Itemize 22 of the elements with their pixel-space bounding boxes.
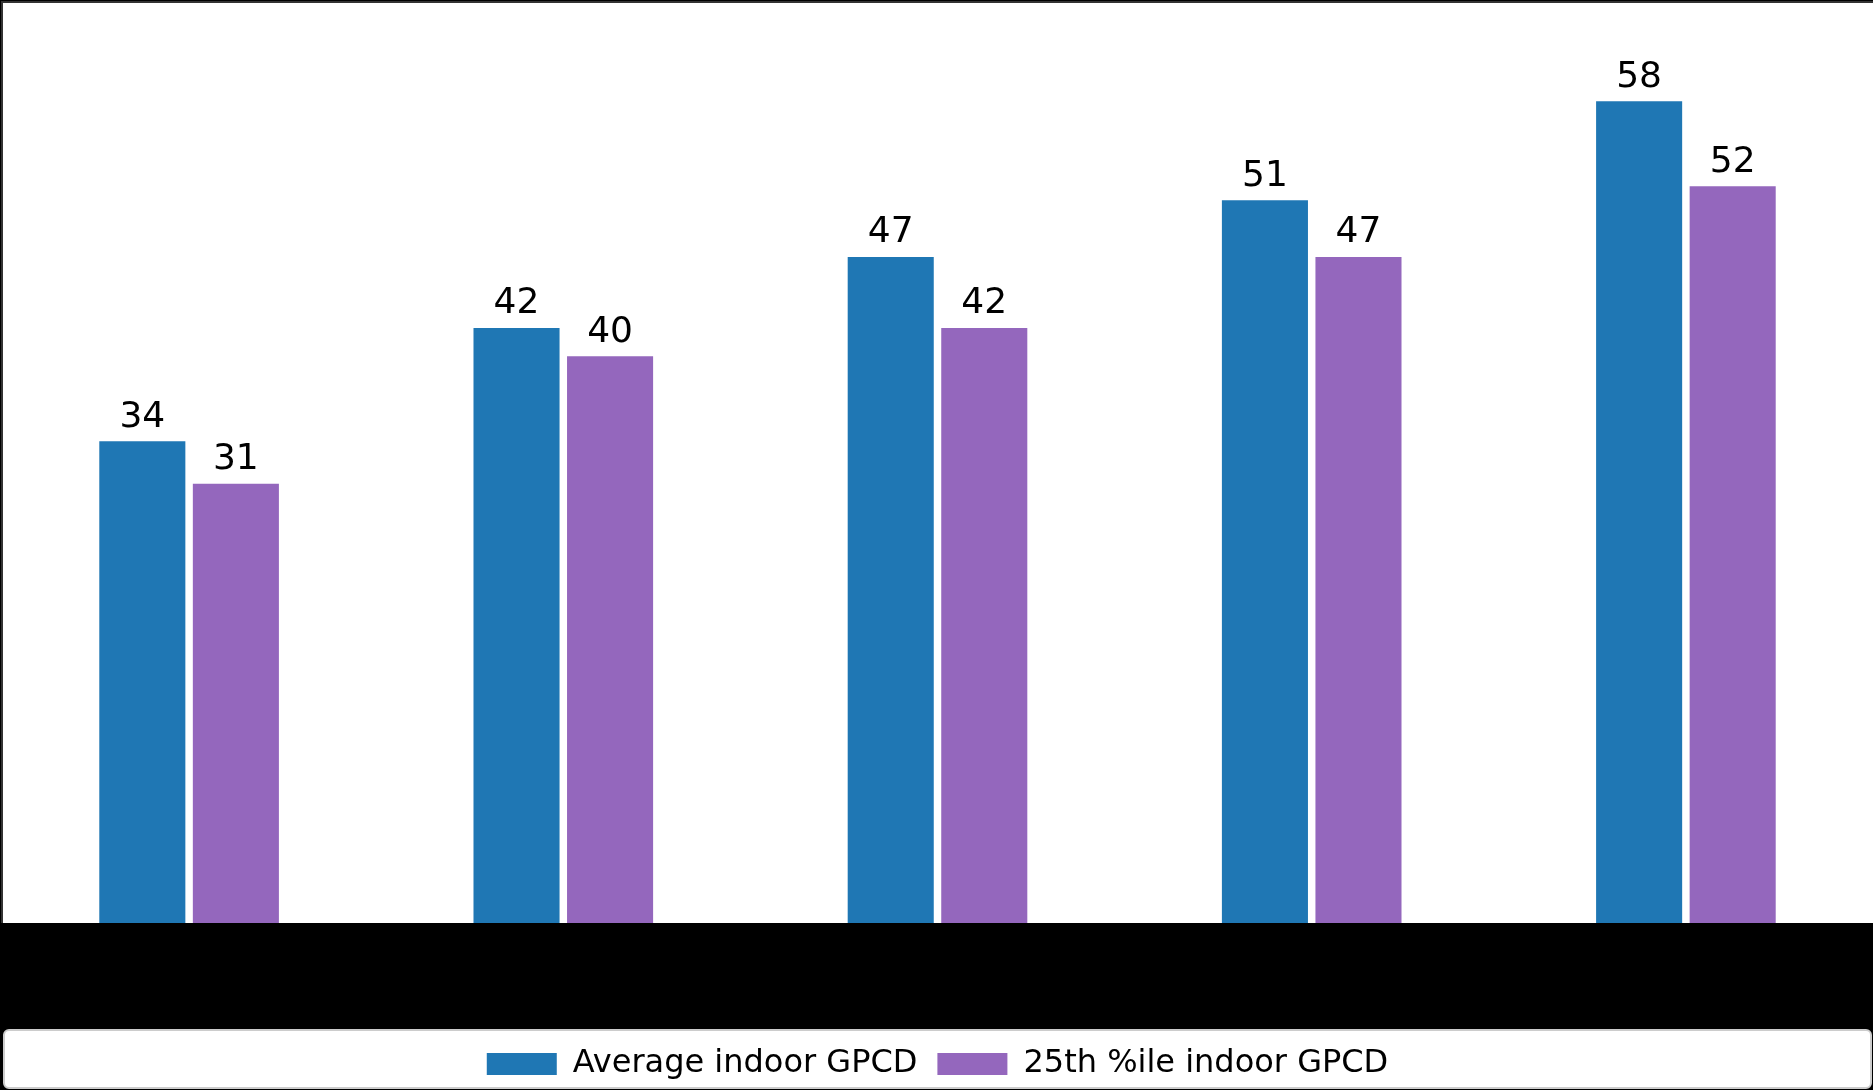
bar — [473, 327, 560, 923]
legend-label: 25th %ile indoor GPCD — [1023, 1042, 1389, 1081]
data-label: 52 — [1709, 138, 1756, 180]
data-label: 51 — [1242, 152, 1288, 194]
bar — [567, 356, 654, 923]
data-label: 31 — [212, 436, 259, 478]
bar — [192, 483, 279, 923]
data-label: 47 — [1335, 209, 1382, 251]
bar — [847, 257, 934, 923]
data-label: 34 — [119, 393, 166, 435]
data-label: 42 — [493, 280, 540, 322]
bar — [1315, 257, 1402, 923]
data-label: 42 — [961, 280, 1008, 322]
bar — [1221, 200, 1308, 923]
bar — [941, 327, 1028, 923]
data-label: 47 — [867, 209, 914, 251]
bar — [1689, 186, 1776, 923]
data-label: 40 — [587, 308, 633, 350]
legend-label: Average indoor GPCD — [572, 1042, 918, 1081]
bar — [1596, 101, 1683, 923]
bar — [99, 441, 186, 923]
data-label: 58 — [1616, 53, 1663, 95]
